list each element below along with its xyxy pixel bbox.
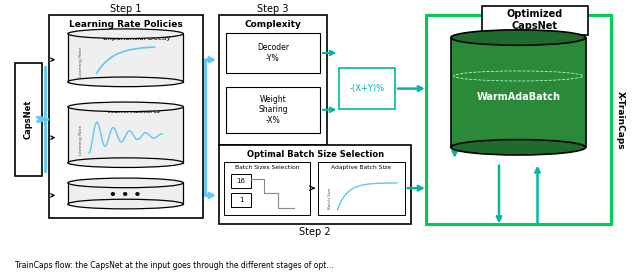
Text: Batch Size: Batch Size	[328, 187, 332, 209]
Ellipse shape	[451, 30, 586, 45]
Ellipse shape	[68, 199, 183, 209]
Text: TrainCaps flow: the CapsNet at the input goes through the different stages of op: TrainCaps flow: the CapsNet at the input…	[15, 261, 333, 270]
Text: Optimized
CapsNet: Optimized CapsNet	[506, 10, 563, 31]
Bar	[318, 162, 404, 215]
Text: WarmAdaBatch: WarmAdaBatch	[476, 92, 560, 102]
Text: • • •: • • •	[109, 189, 142, 202]
Text: 16: 16	[237, 178, 246, 184]
Ellipse shape	[451, 140, 586, 155]
Text: Step 2: Step 2	[300, 227, 331, 237]
Bar	[68, 34, 183, 82]
Ellipse shape	[68, 77, 183, 87]
Ellipse shape	[68, 158, 183, 168]
Bar	[226, 87, 320, 133]
Bar	[224, 162, 310, 215]
Text: Step 1: Step 1	[110, 4, 141, 14]
Bar	[219, 145, 412, 224]
Bar	[49, 16, 203, 218]
Bar	[482, 6, 588, 35]
Bar	[339, 68, 395, 109]
Text: Learning Rate Policies: Learning Rate Policies	[68, 20, 182, 29]
Ellipse shape	[68, 29, 183, 39]
Bar	[232, 174, 251, 188]
Bar	[426, 16, 611, 224]
Text: Adaptive Batch Size: Adaptive Batch Size	[332, 165, 392, 170]
Bar	[68, 107, 183, 163]
Bar	[226, 33, 320, 73]
Text: Complexity: Complexity	[244, 20, 301, 29]
Bar	[451, 38, 586, 147]
Bar	[68, 183, 183, 204]
Text: X-TrainCaps: X-TrainCaps	[616, 91, 625, 149]
Text: CapsNet: CapsNet	[24, 100, 33, 139]
Bar	[219, 16, 327, 145]
Text: -(X+Y)%: -(X+Y)%	[349, 84, 385, 93]
Text: Learning Rate: Learning Rate	[79, 125, 83, 155]
Text: Step 3: Step 3	[257, 4, 289, 14]
Ellipse shape	[68, 102, 183, 112]
Text: 1: 1	[239, 197, 243, 203]
Ellipse shape	[68, 178, 183, 188]
Text: Decoder
-Y%: Decoder -Y%	[257, 43, 289, 63]
Bar	[232, 193, 251, 207]
Text: Optimal Batch Size Selection: Optimal Batch Size Selection	[246, 150, 384, 159]
Text: Warm Restarts: Warm Restarts	[107, 108, 160, 114]
Bar	[15, 63, 42, 176]
Text: Weight
Sharing
-X%: Weight Sharing -X%	[258, 95, 287, 125]
Text: Exponential Decay: Exponential Decay	[103, 35, 171, 41]
Text: Learning Rate: Learning Rate	[79, 47, 83, 77]
Text: Batch Sizes Selection: Batch Sizes Selection	[235, 165, 300, 170]
